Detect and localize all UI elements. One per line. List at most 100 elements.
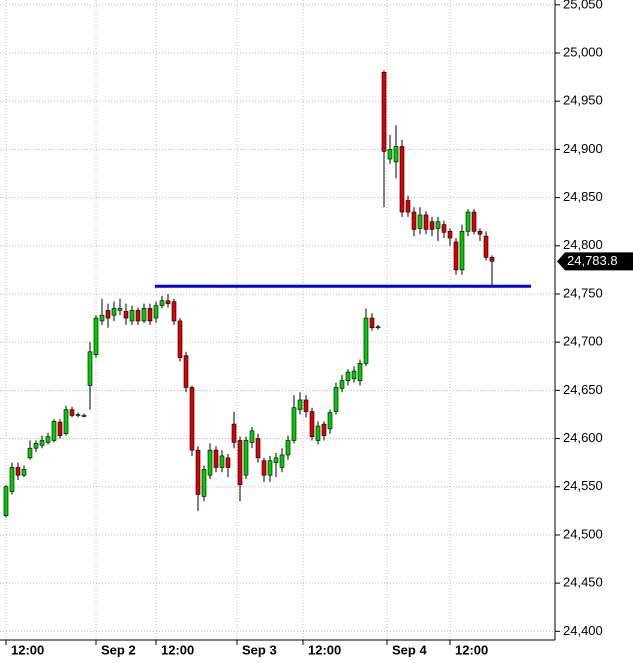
y-tick-label: 24,950 (563, 93, 603, 108)
candle-body (213, 449, 219, 468)
candle-body (165, 300, 171, 304)
candle-body (279, 454, 285, 468)
candle-body (219, 455, 225, 468)
y-tick-label: 24,450 (563, 575, 603, 590)
candle-body (291, 407, 297, 441)
candle-body (429, 221, 435, 230)
y-tick-label: 24,750 (563, 285, 603, 300)
candle-body (153, 305, 159, 319)
candle-body (393, 146, 399, 163)
candle-body (297, 399, 303, 410)
candle-body (387, 149, 393, 160)
candle-body (411, 211, 417, 230)
candle-body (267, 460, 273, 476)
candle-body (45, 436, 51, 443)
candle-body (243, 440, 249, 476)
candle-body (177, 320, 183, 358)
candle-body (189, 387, 195, 451)
candle-body (345, 371, 351, 382)
candle-body (105, 310, 111, 319)
candle-body (369, 317, 375, 329)
y-tick-label: 24,700 (563, 334, 603, 349)
candle-body (21, 469, 27, 476)
last-price-marker (557, 252, 633, 271)
candle-body (93, 317, 99, 355)
candle-body (63, 409, 69, 435)
candle-body (15, 467, 21, 476)
candle-body (375, 326, 381, 329)
candle-body (87, 351, 93, 386)
last-price-label: 24,783.8 (567, 253, 618, 268)
x-tick-label: 12:00 (11, 642, 44, 657)
y-tick-label: 24,550 (563, 478, 603, 493)
candle-body (237, 440, 243, 486)
candle-body (195, 449, 201, 495)
candle-body (465, 211, 471, 232)
y-tick-label: 24,600 (563, 430, 603, 445)
candle-body (201, 469, 207, 497)
candle-body (333, 387, 339, 412)
candle-body (159, 300, 165, 306)
y-tick-label: 24,900 (563, 141, 603, 156)
y-tick-label: 24,650 (563, 382, 603, 397)
candle-body (51, 420, 57, 441)
y-tick-label: 24,400 (563, 623, 603, 638)
candle-body (363, 317, 369, 364)
candle-body (147, 308, 153, 322)
y-tick-label: 24,850 (563, 189, 603, 204)
candle-body (351, 370, 357, 380)
candle-body (39, 440, 45, 446)
candle-body (117, 308, 123, 311)
candle-body (207, 449, 213, 476)
y-tick-label: 25,050 (563, 0, 603, 11)
candle-body (255, 438, 261, 459)
candle-body (3, 486, 9, 516)
candle-body (483, 235, 489, 258)
candle-body (399, 146, 405, 213)
x-tick-label: Sep 3 (242, 642, 277, 657)
y-tick-label: 25,000 (563, 44, 603, 59)
candle-body (405, 200, 411, 213)
candle-body (435, 221, 441, 229)
candle-body (75, 414, 81, 416)
candle-body (321, 423, 327, 436)
candle-body (57, 421, 63, 436)
x-tick-label: 12:00 (308, 642, 341, 657)
candle-body (417, 214, 423, 229)
candle-body (339, 380, 345, 389)
y-tick-label: 24,800 (563, 237, 603, 252)
candle-body (327, 412, 333, 430)
candle-body (171, 301, 177, 322)
y-tick-label: 24,500 (563, 526, 603, 541)
candle-body (129, 310, 135, 322)
candle-body (489, 257, 495, 262)
candle-body (273, 457, 279, 463)
candle-body (315, 425, 321, 441)
candle-body (447, 231, 453, 239)
x-tick-label: 12:00 (161, 642, 194, 657)
candle-body (471, 211, 477, 232)
x-tick-label: 12:00 (455, 642, 488, 657)
candle-body (111, 308, 117, 316)
x-tick-label: Sep 2 (101, 642, 136, 657)
candle-body (27, 447, 33, 459)
candle-body (423, 214, 429, 230)
candle-body (309, 411, 315, 437)
candle-body (453, 241, 459, 271)
candle-body (285, 440, 291, 456)
candle-body (9, 467, 15, 492)
candle-body (231, 423, 237, 443)
candle-body (135, 310, 141, 322)
candle-body (81, 415, 87, 417)
candle-body (477, 231, 483, 235)
candle-body (33, 443, 39, 449)
candle-body (459, 231, 465, 271)
candle-body (183, 355, 189, 388)
candle-body (381, 71, 387, 152)
candle-body (303, 399, 309, 412)
candle-body (69, 409, 75, 416)
candle-body (141, 308, 147, 322)
